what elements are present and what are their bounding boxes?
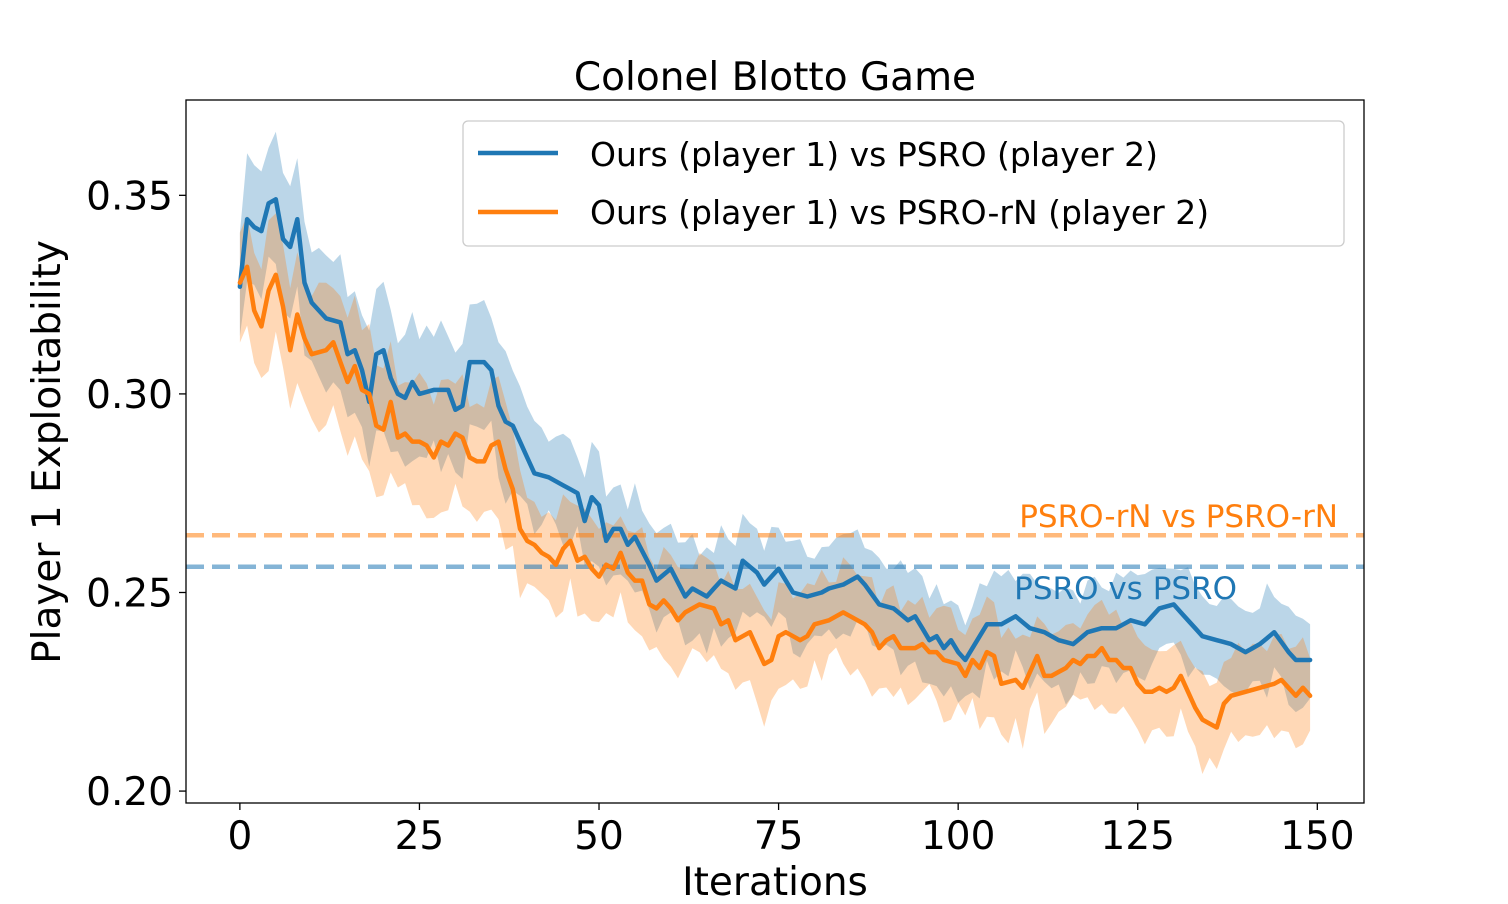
y-tick-label: 0.25 bbox=[86, 571, 173, 616]
reference-label-psro-rn: PSRO-rN vs PSRO-rN bbox=[1019, 499, 1338, 535]
series-psro bbox=[237, 197, 1313, 663]
y-tick-label: 0.20 bbox=[86, 770, 173, 815]
legend-box bbox=[462, 120, 1345, 247]
x-tick-label: 25 bbox=[395, 814, 445, 859]
series-lines bbox=[237, 197, 1313, 730]
x-tick-label: 0 bbox=[227, 814, 252, 859]
series-psro-rn bbox=[237, 264, 1313, 730]
x-tick-label: 150 bbox=[1280, 814, 1354, 859]
x-tick-label: 75 bbox=[754, 814, 804, 859]
reference-lines bbox=[186, 533, 1364, 569]
x-axis-label: Iterations bbox=[682, 860, 868, 900]
legend: Ours (player 1) vs PSRO (player 2) Ours … bbox=[462, 120, 1345, 247]
y-axis-label: Player 1 Exploitability bbox=[25, 240, 70, 664]
legend-label-psro-rn: Ours (player 1) vs PSRO-rN (player 2) bbox=[590, 193, 1209, 232]
band-psro bbox=[239, 131, 1311, 713]
chart-title: Colonel Blotto Game bbox=[574, 55, 976, 100]
y-axis-ticks: 0.20 0.25 0.30 0.35 bbox=[86, 174, 186, 815]
x-tick-label: 100 bbox=[921, 814, 995, 859]
x-tick-label: 125 bbox=[1101, 814, 1175, 859]
y-tick-label: 0.35 bbox=[86, 174, 173, 219]
x-axis-ticks: 0 25 50 75 100 125 150 bbox=[227, 803, 1355, 859]
plot-frame bbox=[185, 99, 1365, 804]
legend-label-psro: Ours (player 1) vs PSRO (player 2) bbox=[590, 135, 1158, 174]
y-tick-label: 0.30 bbox=[86, 373, 173, 418]
reference-label-psro: PSRO vs PSRO bbox=[1014, 571, 1237, 607]
x-tick-label: 50 bbox=[574, 814, 624, 859]
